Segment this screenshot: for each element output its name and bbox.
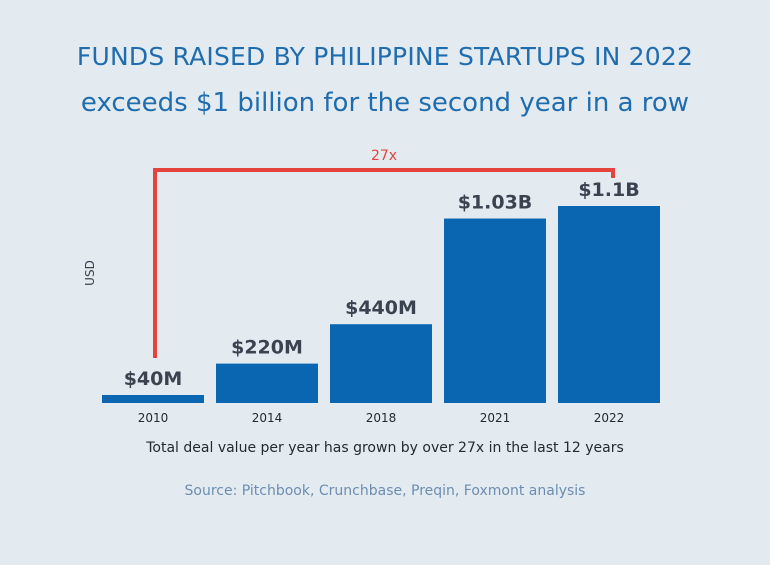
growth-bracket <box>153 168 615 358</box>
x-tick-2018: 2018 <box>366 411 397 425</box>
x-tick-2022: 2022 <box>594 411 625 425</box>
bar-2014 <box>216 363 318 403</box>
chart-caption: Total deal value per year has grown by o… <box>146 440 624 456</box>
data-label-2014: $220M <box>231 337 303 359</box>
data-label-2021: $1.03B <box>458 192 533 214</box>
x-tick-2010: 2010 <box>138 411 169 425</box>
source-note: Source: Pitchbook, Crunchbase, Preqin, F… <box>184 483 586 499</box>
data-label-2010: $40M <box>124 368 183 390</box>
chart-subtitle: exceeds $1 billion for the second year i… <box>80 88 690 118</box>
data-label-2018: $440M <box>345 297 417 319</box>
growth-annotation-label: 27x <box>371 148 397 164</box>
chart-title: FUNDS RAISED BY PHILIPPINE STARTUPS IN 2… <box>76 42 694 71</box>
x-tick-2014: 2014 <box>252 411 283 425</box>
x-tick-2021: 2021 <box>480 411 511 425</box>
bar-2021 <box>444 218 546 403</box>
bar-2018 <box>330 324 432 403</box>
bar-2010 <box>102 395 204 403</box>
data-label-2022: $1.1B <box>578 179 639 201</box>
bar-2022 <box>558 206 660 403</box>
